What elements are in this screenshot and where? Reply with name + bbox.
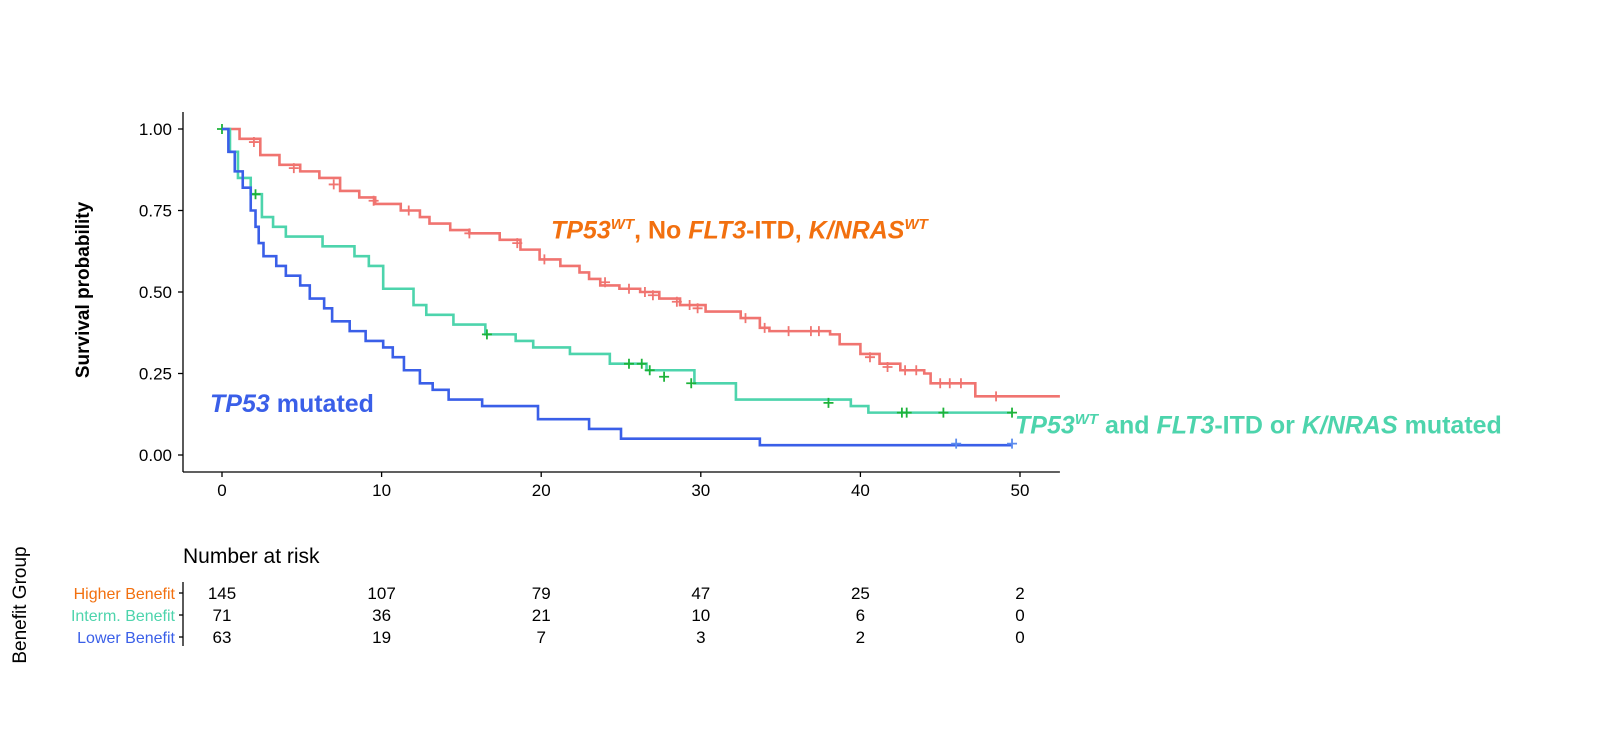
- risk-count: 7: [536, 628, 545, 647]
- risk-count: 2: [1015, 584, 1024, 603]
- censor-mark: [944, 378, 955, 389]
- censor-mark: [368, 195, 379, 206]
- risk-count: 0: [1015, 606, 1024, 625]
- x-tick-label: 50: [1011, 481, 1030, 500]
- x-tick-label: 10: [372, 481, 391, 500]
- censor-mark: [951, 438, 962, 449]
- censor-mark: [864, 352, 875, 363]
- risk-count: 107: [367, 584, 395, 603]
- censor-mark: [783, 326, 794, 337]
- x-tick-label: 40: [851, 481, 870, 500]
- censor-mark: [935, 378, 946, 389]
- ann-part: WT: [904, 216, 928, 233]
- risk-table-ylabel: Benefit Group: [10, 546, 31, 663]
- censor-mark: [740, 313, 751, 324]
- censor-mark: [901, 407, 912, 418]
- y-tick-label: 0.25: [139, 365, 172, 384]
- censor-mark: [600, 277, 611, 288]
- risk-count: 2: [856, 628, 865, 647]
- censor-mark: [539, 254, 550, 265]
- risk-count: 25: [851, 584, 870, 603]
- y-tick-label: 1.00: [139, 120, 172, 139]
- censor-mark: [623, 358, 634, 369]
- censor-mark: [644, 365, 655, 376]
- ann-part: -ITD or: [1214, 411, 1302, 440]
- annotation-lower-benefit: TP53 mutated: [210, 390, 374, 419]
- ann-part: K/NRAS: [1301, 411, 1398, 440]
- ann-part: K/NRAS: [808, 216, 905, 245]
- y-tick-label: 0.50: [139, 283, 172, 302]
- ann-part: , No: [634, 216, 689, 245]
- x-tick-label: 0: [217, 481, 226, 500]
- y-tick-label: 0.00: [139, 446, 172, 465]
- km-curve-lower-benefit: [222, 127, 1013, 447]
- risk-count: 79: [532, 584, 551, 603]
- censor-mark: [938, 407, 949, 418]
- risk-count: 21: [532, 606, 551, 625]
- censor-mark: [512, 238, 523, 249]
- km-curve-higher-benefit: [222, 127, 1060, 398]
- ann-part: -ITD,: [746, 216, 809, 245]
- censor-mark: [991, 391, 1002, 402]
- risk-row-label: Higher Benefit: [74, 586, 176, 603]
- risk-count: 6: [856, 606, 865, 625]
- censor-mark: [288, 163, 299, 174]
- censor-mark: [250, 189, 261, 200]
- risk-row-label: Interm. Benefit: [71, 608, 176, 625]
- annotation-interm-benefit: TP53WT and FLT3-ITD or K/NRAS mutated: [1015, 411, 1502, 440]
- censor-mark: [464, 228, 475, 239]
- risk-count: 145: [208, 584, 236, 603]
- km-curve-interm-benefit: [222, 127, 1013, 414]
- risk-row-label: Lower Benefit: [77, 630, 175, 647]
- x-tick-label: 30: [691, 481, 710, 500]
- risk-table-title: Number at risk: [183, 545, 320, 568]
- risk-count: 19: [372, 628, 391, 647]
- y-tick-label: 0.75: [139, 202, 172, 221]
- censor-mark: [623, 283, 634, 294]
- censor-mark: [692, 303, 703, 314]
- risk-count: 71: [213, 606, 232, 625]
- risk-count: 36: [372, 606, 391, 625]
- censor-mark: [955, 378, 966, 389]
- annotation-higher-benefit: TP53WT, No FLT3-ITD, K/NRASWT: [551, 216, 928, 245]
- ann-part: mutated: [269, 390, 374, 418]
- ann-part: mutated: [1397, 411, 1502, 440]
- censor-mark: [481, 329, 492, 340]
- ann-part: TP53: [551, 216, 611, 245]
- censor-mark: [882, 361, 893, 372]
- censor-mark: [759, 322, 770, 333]
- censor-mark: [1007, 407, 1018, 418]
- censor-mark: [1007, 438, 1018, 449]
- censor-mark: [684, 300, 695, 311]
- censor-mark: [328, 179, 339, 190]
- ann-part: FLT3: [688, 216, 747, 245]
- censor-mark: [900, 365, 911, 376]
- ann-part: WT: [610, 216, 635, 233]
- censor-mark: [639, 287, 650, 297]
- censor-mark: [823, 397, 834, 408]
- censor-mark: [686, 378, 697, 389]
- ann-part: TP53: [1015, 411, 1075, 440]
- y-axis-label: Survival probability: [73, 201, 94, 378]
- censor-mark: [647, 290, 658, 301]
- censor-mark: [671, 296, 682, 307]
- ann-part: TP53: [210, 390, 270, 418]
- risk-count: 0: [1015, 628, 1024, 647]
- censor-mark: [403, 205, 414, 216]
- censor-mark: [659, 371, 670, 382]
- risk-count: 63: [213, 628, 232, 647]
- censor-mark: [248, 137, 259, 148]
- censor-mark: [636, 358, 647, 369]
- risk-count: 3: [696, 628, 705, 647]
- ann-part: WT: [1074, 411, 1099, 428]
- ann-part: and: [1098, 411, 1157, 440]
- risk-count: 47: [691, 584, 710, 603]
- censor-mark: [911, 365, 922, 376]
- x-tick-label: 20: [532, 481, 551, 500]
- risk-count: 10: [691, 606, 710, 625]
- ann-part: FLT3: [1156, 411, 1215, 440]
- censor-mark: [813, 326, 824, 337]
